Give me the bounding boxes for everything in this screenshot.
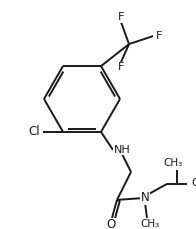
Text: NH: NH [114, 145, 130, 155]
Text: CH₃: CH₃ [163, 158, 183, 168]
Text: F: F [156, 31, 162, 41]
Text: CH₃: CH₃ [140, 219, 160, 229]
Text: F: F [118, 62, 124, 72]
Text: CH₃: CH₃ [191, 178, 196, 188]
Text: N: N [141, 191, 149, 204]
Text: F: F [118, 12, 124, 22]
Text: Cl: Cl [28, 125, 40, 138]
Text: O: O [106, 218, 116, 229]
